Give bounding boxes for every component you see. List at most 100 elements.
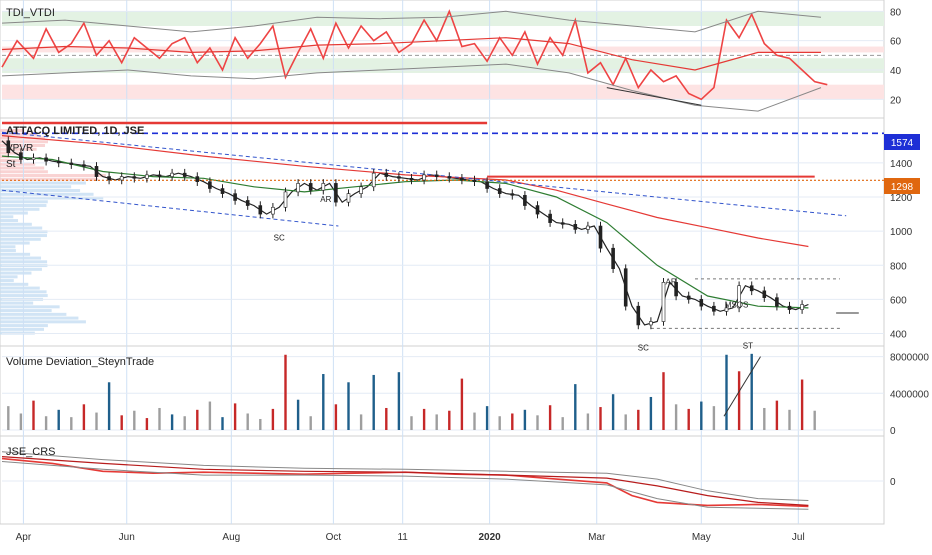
- price-candle-body: [674, 282, 678, 297]
- price-candle-body: [182, 172, 187, 177]
- tdi-tick-label-3: 20: [890, 95, 902, 106]
- tdi-zone-1: [2, 46, 884, 53]
- price-candle-body: [145, 174, 149, 179]
- price-candle-body: [611, 247, 615, 269]
- volume-bar: [221, 417, 224, 430]
- volume-bar: [586, 413, 590, 430]
- price-candle-body: [397, 176, 401, 179]
- volume-bar: [133, 410, 136, 430]
- price-candle-body: [271, 206, 275, 215]
- time-label-7: May: [692, 532, 711, 543]
- axis-layer: 80 60 40 20 1400 1200 1000 800 600 400 8000000 4000…: [16, 7, 930, 543]
- volume-bar: [523, 409, 527, 430]
- volume-bar: [574, 384, 577, 430]
- volume-bar: [498, 416, 501, 430]
- volume-bar: [44, 416, 48, 430]
- volume-bar: [385, 407, 388, 430]
- volume-bar: [448, 410, 451, 430]
- price-annotation-2: SC: [638, 343, 649, 352]
- vpvr-bar: [0, 282, 29, 286]
- crs-title: JSE_CRS: [6, 446, 56, 458]
- volume-bar: [725, 354, 728, 430]
- vpvr-bar: [0, 189, 81, 193]
- time-label-0: Apr: [16, 532, 32, 543]
- volume-bar: [70, 417, 73, 430]
- price-candle-body: [460, 177, 464, 181]
- volume-title: Volume Deviation_SteynTrade: [6, 356, 154, 368]
- price-candle-body: [586, 225, 590, 230]
- price-dashed-trend-lower-line: [1, 189, 339, 227]
- volume-bar: [233, 403, 237, 430]
- price-candle-body: [69, 162, 74, 165]
- price-candle-body: [434, 174, 439, 177]
- time-label-5: 2020: [478, 532, 501, 543]
- volume-bar: [548, 405, 552, 430]
- vpvr-bar: [0, 237, 41, 241]
- price-tick-label-3: 800: [890, 261, 907, 272]
- volume-bar: [750, 353, 753, 430]
- volume-bar: [737, 371, 741, 430]
- price-candle-body: [686, 295, 691, 300]
- volume-bar: [334, 404, 338, 430]
- price-candle-body: [6, 140, 11, 153]
- annotation-layer: SC AR SC AR MSOS ST: [274, 87, 859, 417]
- volume-bar: [624, 414, 627, 430]
- volume-bar: [662, 372, 665, 430]
- vpvr-bar: [0, 305, 60, 309]
- vpvr-bar: [0, 215, 14, 219]
- vpvr-bar: [0, 279, 14, 283]
- vpvr-bar: [0, 226, 43, 230]
- price-candle-body: [497, 188, 502, 194]
- vpvr-bar: [0, 320, 86, 324]
- volume-bar: [170, 414, 174, 430]
- badge-low: 1298: [891, 182, 914, 193]
- badge-high-bg: [884, 134, 920, 150]
- price-candle-body: [334, 183, 338, 203]
- price-candle-body: [359, 186, 363, 194]
- study-label: St: [6, 159, 16, 170]
- time-label-8: Jul: [792, 532, 805, 543]
- price-title: ATTACQ LIMITED, 1D, JSE: [6, 125, 144, 137]
- volume-bar: [397, 372, 401, 430]
- price-annotation-4: MSOS: [725, 301, 749, 310]
- vpvr-bar: [0, 170, 48, 174]
- bars-layer: [7, 353, 816, 430]
- volume-trend-arrow: [723, 356, 761, 417]
- price-candle-body: [31, 157, 36, 160]
- volume-bar: [296, 399, 300, 430]
- vpvr-bar: [0, 174, 106, 178]
- price-tick-label-2: 1000: [890, 227, 913, 238]
- volume-bar: [284, 354, 287, 430]
- volume-tick-label-2: 0: [890, 426, 896, 437]
- vpvr-bar: [0, 185, 72, 189]
- volume-bar: [196, 409, 199, 430]
- price-candle-body: [409, 177, 414, 181]
- volume-bar: [763, 407, 766, 430]
- volume-bar: [473, 412, 476, 430]
- vpvr-bar: [0, 219, 19, 223]
- price-annotation-5: ST: [743, 342, 753, 351]
- vpvr-bar: [0, 245, 16, 249]
- time-label-2: Aug: [222, 532, 240, 543]
- badge-low-bg: [884, 178, 920, 194]
- time-label-4: 11: [397, 532, 408, 543]
- price-tick-label-1: 1200: [890, 193, 913, 204]
- price-candle-body: [598, 225, 603, 249]
- price-candle-body: [384, 172, 389, 177]
- volume-bar: [57, 409, 60, 430]
- price-candle-body: [321, 183, 326, 191]
- volume-bar: [813, 410, 816, 430]
- price-candle-body: [775, 297, 779, 307]
- vpvr-bar: [0, 275, 18, 279]
- volume-bar: [422, 408, 426, 430]
- volume-bar: [7, 406, 10, 430]
- volume-bar: [309, 416, 312, 430]
- crs-ma-red-line: [1, 456, 809, 506]
- price-annotation-3: AR: [665, 278, 676, 287]
- price-annotation-1: AR: [320, 195, 331, 204]
- vpvr-bar: [0, 211, 28, 215]
- vpvr-bar: [0, 159, 23, 163]
- tdi-tick-label-2: 40: [890, 66, 902, 77]
- vpvr-bar: [0, 144, 46, 147]
- price-candle-body: [233, 193, 237, 201]
